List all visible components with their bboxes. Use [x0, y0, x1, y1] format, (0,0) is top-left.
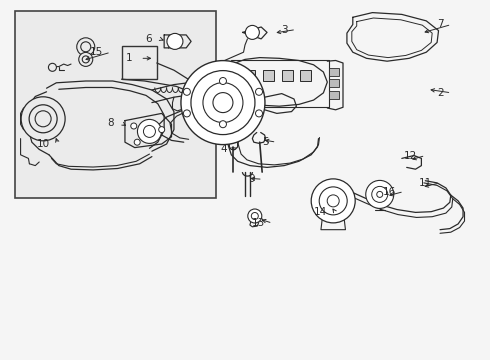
Circle shape [372, 186, 388, 202]
Text: 2: 2 [437, 88, 443, 98]
Circle shape [213, 93, 233, 113]
Text: 9: 9 [248, 174, 255, 184]
Text: 14: 14 [314, 207, 327, 217]
Circle shape [203, 82, 243, 123]
Circle shape [251, 212, 258, 220]
Bar [329, 91, 339, 99]
Circle shape [81, 42, 91, 52]
Text: 13: 13 [251, 218, 265, 228]
Circle shape [131, 123, 137, 129]
Circle shape [245, 26, 259, 39]
Bar [300, 70, 311, 81]
Bar [245, 70, 255, 81]
Bar [282, 70, 293, 81]
Text: 1: 1 [125, 53, 132, 63]
Circle shape [255, 88, 263, 95]
Bar [329, 79, 339, 87]
Circle shape [144, 125, 155, 138]
Circle shape [183, 110, 191, 117]
Circle shape [159, 127, 165, 132]
Text: 12: 12 [404, 150, 417, 161]
Text: 8: 8 [107, 118, 114, 128]
Text: 16: 16 [383, 186, 396, 197]
Text: 15: 15 [90, 47, 103, 57]
Bar [122, 46, 157, 79]
Text: 5: 5 [262, 137, 269, 147]
Circle shape [220, 121, 226, 128]
Text: 10: 10 [37, 139, 50, 149]
Text: 4: 4 [220, 144, 227, 154]
Bar [15, 11, 216, 198]
Text: 6: 6 [145, 34, 152, 44]
Circle shape [220, 77, 226, 85]
Circle shape [49, 63, 56, 71]
Circle shape [82, 56, 89, 63]
Circle shape [248, 209, 262, 223]
Circle shape [134, 139, 140, 145]
Circle shape [181, 60, 265, 145]
Circle shape [191, 71, 255, 135]
Circle shape [167, 33, 183, 49]
Circle shape [35, 111, 51, 127]
Circle shape [255, 110, 263, 117]
Circle shape [29, 105, 57, 133]
Bar [329, 68, 339, 76]
Bar [263, 70, 274, 81]
Circle shape [319, 187, 347, 215]
Text: 7: 7 [437, 19, 443, 30]
Circle shape [311, 179, 355, 223]
Text: 3: 3 [281, 24, 288, 35]
Circle shape [77, 38, 95, 56]
Circle shape [366, 180, 394, 208]
Text: 11: 11 [419, 178, 432, 188]
Circle shape [183, 88, 191, 95]
Circle shape [21, 97, 65, 141]
Circle shape [327, 195, 339, 207]
Circle shape [138, 120, 161, 143]
Circle shape [79, 53, 93, 66]
Circle shape [377, 192, 383, 197]
